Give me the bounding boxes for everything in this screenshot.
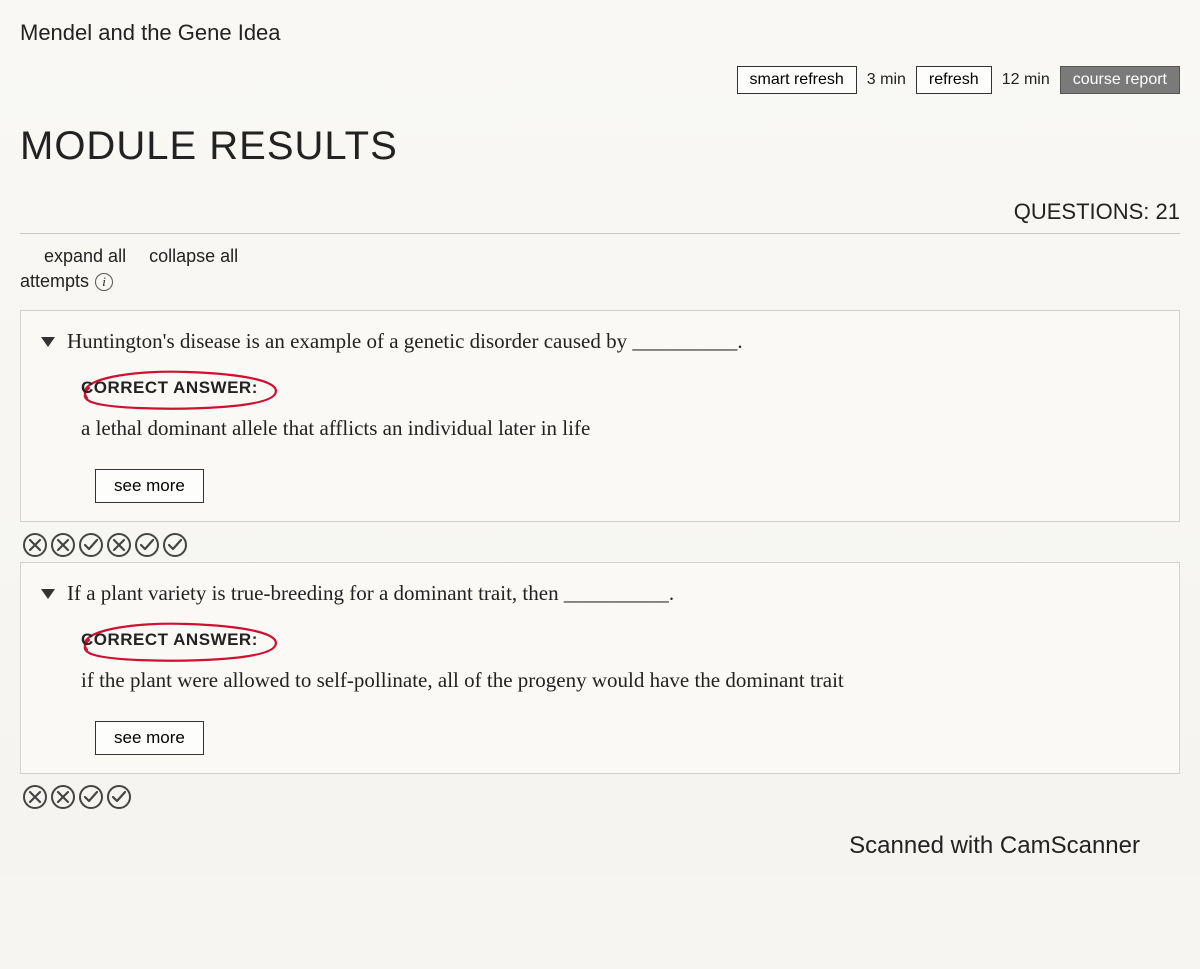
questions-container: Huntington's disease is an example of a … [20,310,1180,810]
chevron-down-icon [41,589,55,599]
question-prompt: Huntington's disease is an example of a … [67,329,743,354]
question-block: If a plant variety is true-breeding for … [20,562,1180,774]
check-icon [78,532,104,558]
expand-collapse-controls: expand all collapse all [20,246,1180,267]
see-more-button[interactable]: see more [95,721,204,755]
module-title: Mendel and the Gene Idea [20,20,1180,46]
correct-answer-label-wrap: CORRECT ANSWER: [81,378,258,398]
x-icon [106,532,132,558]
attempt-icons-row [22,532,1180,558]
check-icon [134,532,160,558]
smart-refresh-button[interactable]: smart refresh [737,66,857,94]
attempts-row: attempts i [20,271,1180,292]
correct-answer-label: CORRECT ANSWER: [81,630,258,649]
check-icon [78,784,104,810]
page-root: Mendel and the Gene Idea smart refresh 3… [0,0,1200,874]
x-icon [50,532,76,558]
page-heading: MODULE RESULTS [20,124,1180,169]
course-report-button[interactable]: course report [1060,66,1180,94]
refresh-time: 12 min [1002,71,1050,89]
attempt-icons-row [22,784,1180,810]
check-icon [162,532,188,558]
check-icon [106,784,132,810]
correct-answer-text: if the plant were allowed to self-pollin… [81,668,1159,693]
see-more-button[interactable]: see more [95,469,204,503]
x-icon [50,784,76,810]
correct-answer-label: CORRECT ANSWER: [81,378,258,397]
x-icon [22,784,48,810]
info-icon[interactable]: i [95,273,113,291]
smart-refresh-time: 3 min [867,71,906,89]
attempts-label: attempts [20,271,89,292]
correct-answer-text: a lethal dominant allele that afflicts a… [81,416,1159,441]
expand-all-link[interactable]: expand all [44,246,126,266]
x-icon [22,532,48,558]
question-block: Huntington's disease is an example of a … [20,310,1180,522]
correct-answer-label-wrap: CORRECT ANSWER: [81,630,258,650]
question-header[interactable]: Huntington's disease is an example of a … [41,329,1159,354]
divider [20,233,1180,234]
collapse-all-link[interactable]: collapse all [149,246,238,266]
question-header[interactable]: If a plant variety is true-breeding for … [41,581,1159,606]
question-prompt: If a plant variety is true-breeding for … [67,581,674,606]
chevron-down-icon [41,337,55,347]
scanner-watermark: Scanned with CamScanner [849,832,1140,860]
questions-count: QUESTIONS: 21 [20,199,1180,225]
toolbar: smart refresh 3 min refresh 12 min cours… [20,66,1180,94]
refresh-button[interactable]: refresh [916,66,992,94]
